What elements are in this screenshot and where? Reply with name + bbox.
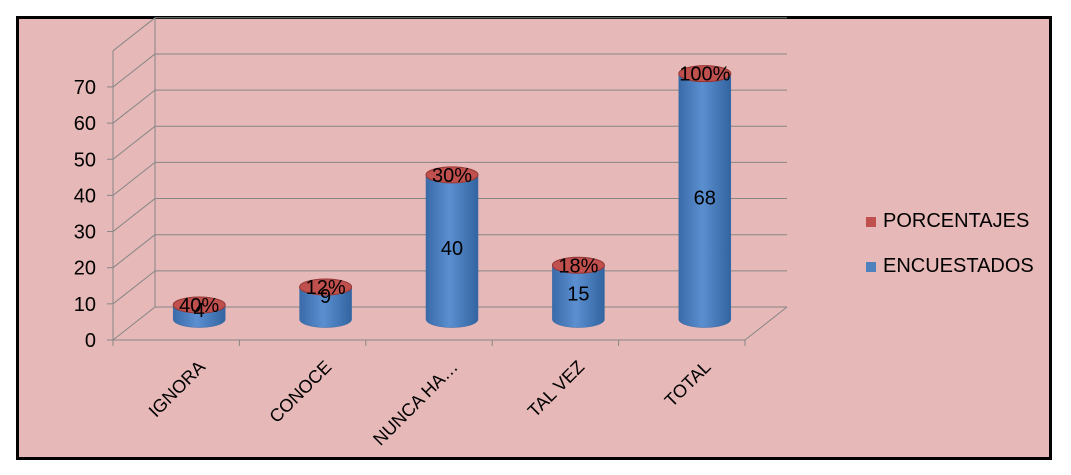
floor-right-edge xyxy=(744,306,788,341)
bar-encuestados xyxy=(299,286,352,328)
data-label-encuestados: 4 xyxy=(194,300,205,322)
side-gridline xyxy=(112,270,156,305)
side-gridline xyxy=(112,89,156,124)
legend-label: ENCUESTADOS xyxy=(883,255,1034,277)
legend-swatch xyxy=(866,217,876,227)
side-gridline xyxy=(112,162,156,196)
category-label: TOTAL xyxy=(661,357,715,411)
bar-encuestados xyxy=(678,73,732,328)
y-tick-label: 10 xyxy=(74,294,96,316)
y-tick-label: 30 xyxy=(74,222,96,244)
data-label-encuestados: 9 xyxy=(320,286,331,308)
side-gridline xyxy=(112,306,156,341)
category-label: TAL VEZ xyxy=(524,357,588,421)
bar-cap-porcentajes xyxy=(172,296,226,314)
y-tick-label: 20 xyxy=(74,258,96,280)
bar-cap-porcentajes xyxy=(551,256,605,274)
y-tick-label: 50 xyxy=(74,149,96,171)
data-label-porcentajes: 30% xyxy=(432,165,472,187)
side-gridline xyxy=(112,125,156,160)
data-label-encuestados: 68 xyxy=(694,188,716,210)
bar-encuestados xyxy=(552,265,605,328)
category-label: NUNCA HA… xyxy=(369,357,462,450)
data-label-encuestados: 40 xyxy=(441,238,463,260)
data-label-porcentajes: 12% xyxy=(306,277,346,299)
side-gridline xyxy=(112,53,156,88)
side-gridline xyxy=(112,198,156,232)
data-label-encuestados: 15 xyxy=(567,283,589,305)
data-label-porcentajes: 40% xyxy=(179,295,219,317)
bar-cap-porcentajes xyxy=(678,65,732,83)
bar-encuestados xyxy=(425,174,479,328)
legend-label: PORCENTAJES xyxy=(883,210,1029,232)
y-tick-label: 0 xyxy=(85,330,96,352)
category-label: IGNORA xyxy=(145,357,209,421)
legend-swatch xyxy=(866,262,876,272)
data-label-porcentajes: 18% xyxy=(558,255,598,277)
data-label-porcentajes: 100% xyxy=(679,64,730,86)
y-tick-label: 40 xyxy=(74,185,96,207)
y-tick-label: 60 xyxy=(74,113,96,135)
y-tick-label: 70 xyxy=(74,77,96,99)
side-gridline xyxy=(112,234,156,269)
bar-cap-porcentajes xyxy=(299,278,353,296)
category-label: CONOCE xyxy=(265,357,335,427)
bar-cap-porcentajes xyxy=(425,166,479,184)
side-gridline xyxy=(112,17,156,52)
